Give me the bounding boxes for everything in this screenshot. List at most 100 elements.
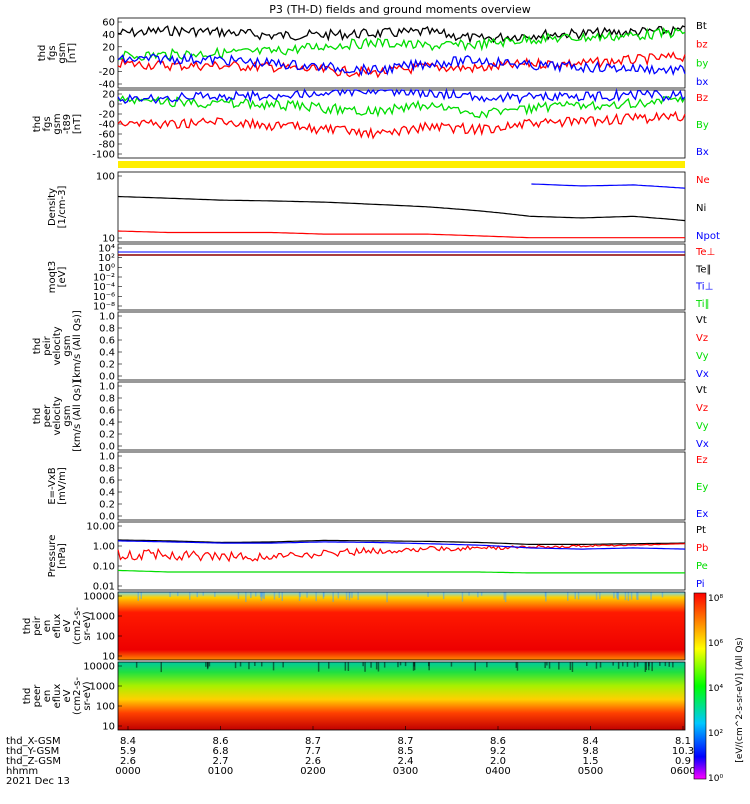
spectrogram-texture [645,662,647,670]
y-axis-label: [nPa] [57,543,68,569]
y-axis-label: gsm [57,42,68,63]
x-tick-label: 0500 [578,766,603,777]
spectrogram-texture [245,592,247,602]
y-tick-label: 1.0 [99,382,115,393]
y-axis-label: fgs [47,45,58,60]
spectrogram-texture [386,592,388,603]
x-tick-label: 0000 [115,766,140,777]
spectrogram-texture [428,662,430,671]
legend-bx: bx [696,77,708,88]
spectrogram-texture [627,592,630,601]
spectrogram-texture [205,662,207,667]
panel-frame [117,311,686,381]
panel-density: 100 10 Density [1/cm-3] Ne Ni Npot [47,172,720,245]
legend-Ez: Ez [696,455,708,466]
status-bar [118,161,685,168]
series-Pt [118,539,685,545]
y-axis-label: gsm [52,113,63,134]
y-axis-label: sr-eV) [82,681,93,710]
spectrogram-texture [545,592,547,602]
y-tick-label: 0.0 [99,512,115,523]
spectrogram-texture [624,592,627,601]
series-Npot [531,183,686,189]
spectrogram-texture [272,662,275,671]
y-tick-label: 0.01 [93,582,115,593]
y-tick-label: 1.00 [93,542,115,553]
y-tick-label: 10² [98,253,115,264]
spectrogram-texture [237,592,240,599]
spectrogram-texture [344,662,347,671]
y-tick-label: 0 [109,55,115,66]
legend-Ey: Ey [696,482,708,493]
spectrogram-texture [375,662,378,670]
series-Ni [117,195,686,222]
y-axis-label: [km/s (All Qs)] [72,380,83,452]
legend-Vz: Vz [696,333,708,344]
spectrogram-texture [586,662,588,666]
y-axis-label: thd [32,338,43,355]
legend-Pe: Pe [696,561,708,572]
spectrogram-texture [644,662,647,672]
y-tick-label: 0.2 [99,360,115,371]
y-tick-label: 1000 [90,612,115,623]
spectrogram-texture [362,662,364,667]
x-tick-label: 9.2 [490,746,506,757]
y-tick-label: 10000 [83,592,115,603]
legend-Ex: Ex [696,509,708,520]
y-tick-label: 20 [102,90,115,101]
series-Pi [118,540,686,550]
y-tick-label: 10⁻⁶ [93,292,115,303]
y-axis-label: E=-VxB [47,467,58,504]
spectrogram-texture [613,592,615,599]
y-tick-label: 10000 [83,662,115,673]
panel-frame [117,17,686,89]
y-tick-label: 100 [96,632,115,643]
y-tick-label: 10 [102,234,115,245]
series-By [117,95,686,119]
legend-bz: bz [696,40,708,51]
y-tick-label: 0.2 [99,430,115,441]
spectrogram [118,662,685,730]
y-tick-label: 0.2 [99,500,115,511]
legend-Te⊥: Te⊥ [695,247,715,258]
spectrogram-texture [348,592,351,601]
y-tick-label: 0.8 [99,324,115,335]
spectrogram-texture [299,592,301,597]
legend-Pb: Pb [696,543,708,554]
x-tick-label: 0300 [393,766,418,777]
panel-frame [117,661,686,731]
spectrogram-texture [664,662,667,667]
colorbar: 10⁸ 10⁶ 10⁴ 10² 10⁰ [eV/(cm^2-s-sr-eV)] (All… [693,592,745,784]
y-axis-label: eV [62,689,73,702]
x-tick-label: 6.8 [213,746,229,757]
x-tick-label: 5.9 [120,746,136,757]
spectrogram-texture [404,662,407,667]
x-tick-label: 8.6 [213,736,229,747]
y-tick-label: 0 [109,100,115,111]
spectrogram-texture [259,592,262,598]
y-tick-label: -100 [92,150,115,161]
spectrogram-texture [659,662,661,666]
x-tick-label: 0200 [300,766,325,777]
y-tick-label: -80 [99,140,115,151]
spectrogram-texture [332,592,334,602]
spectrogram-texture [262,592,264,599]
legend-Npot: Npot [696,231,720,242]
spectrogram-texture [261,592,263,597]
series-bx [117,52,686,77]
spectrogram-texture [207,662,209,668]
spectrogram-texture [323,592,325,597]
y-axis-label: fgs [42,116,53,131]
spectrogram-texture [208,662,211,667]
x-tick-label: 2.6 [120,756,136,767]
spectrogram-texture [239,662,242,667]
x-tick-label: 0.9 [675,756,691,767]
y-tick-label: 0.0 [99,442,115,453]
spectrogram-texture [636,592,638,600]
spectrogram-texture [668,662,670,667]
spectrogram-texture [357,592,359,600]
legend-Vx: Vx [696,439,709,450]
x-tick-label: 2.4 [398,756,414,767]
spectrogram-texture [177,592,179,597]
spectrogram-texture [617,662,620,669]
